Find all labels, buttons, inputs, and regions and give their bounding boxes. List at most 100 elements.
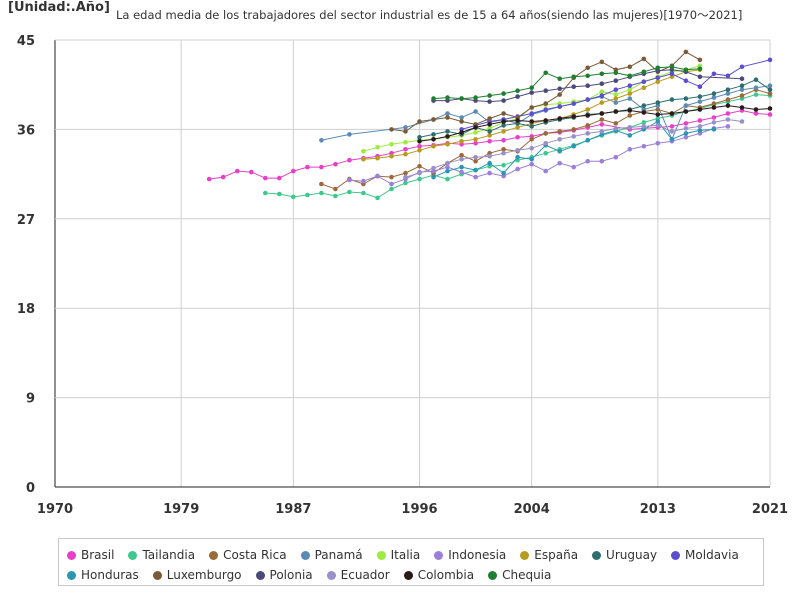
data-point [557,149,562,154]
data-point [347,177,352,183]
data-point [613,109,619,114]
data-point [697,66,703,72]
data-point [319,181,324,187]
y-tick-label: 18 [17,302,35,317]
data-point [571,84,576,89]
data-point [627,133,633,138]
x-tick-label: 1996 [401,502,437,517]
legend-marker [152,570,162,580]
data-point [655,119,661,124]
data-point [431,174,436,180]
data-point [473,125,478,130]
data-point [361,149,366,154]
data-point [389,174,394,180]
data-point [697,74,703,80]
data-point [319,190,324,196]
data-point [389,127,394,132]
data-point [529,146,534,151]
data-point [655,75,661,80]
data-point [501,98,506,103]
data-point [627,108,633,113]
data-point [487,99,492,104]
data-point [543,101,548,106]
data-point [431,117,436,122]
data-point [557,104,562,109]
legend-label: Polonia [269,568,313,582]
data-point [347,132,352,137]
y-tick-label: 36 [17,123,35,138]
data-point [459,130,464,135]
data-point [220,174,226,180]
data-point [669,71,675,77]
data-point [613,96,619,101]
data-point [305,192,310,198]
data-point [627,96,633,101]
data-point [585,131,590,136]
x-tick-label: 1987 [275,502,311,517]
data-point [725,103,731,108]
data-point [431,144,436,149]
data-point [641,144,647,149]
legend-item: Luxemburgo [152,565,242,585]
data-point [417,176,422,182]
legend-label: Uruguay [606,548,658,562]
data-point [599,89,605,94]
data-point [655,65,661,71]
data-point [501,170,506,176]
data-point [403,147,408,152]
data-point [711,91,717,96]
data-point [683,121,689,126]
data-point [487,122,492,127]
data-point [487,153,492,159]
legend-marker [376,550,386,560]
data-point [627,73,633,79]
data-point [683,49,689,55]
data-point [753,107,759,112]
data-point [711,105,717,110]
data-point [599,111,605,116]
data-point [683,78,689,83]
grid [54,39,771,488]
data-point [543,70,548,76]
series-line [461,59,771,130]
data-point [515,118,520,123]
data-point [739,93,745,98]
data-point [543,141,548,146]
legend: Brasil Tailandia Costa Rica Panamá Italia Ind… [58,538,764,586]
series-14 [431,64,703,101]
data-point [613,121,619,126]
data-point [459,152,464,158]
data-point [501,138,506,143]
data-point [739,83,745,88]
data-point [487,133,492,138]
x-tick-label: 2004 [514,502,550,517]
axes: 1970 1979 1987 1996 2004 2013 2021 0 9 18 27 36 45 [17,34,788,517]
legend-label: Ecuador [340,568,390,582]
x-tick-label: 1970 [37,502,73,517]
data-point [767,91,773,96]
data-point [515,94,520,99]
data-point [641,124,647,129]
data-point [459,115,464,120]
data-point [739,105,745,110]
x-tick-label: 2013 [640,502,676,517]
data-point [697,94,703,99]
data-point [627,83,633,88]
data-point [375,145,380,150]
data-point [725,124,731,129]
data-point [501,119,506,124]
data-point [627,91,633,96]
legend-marker [67,550,76,560]
data-point [403,125,408,130]
data-point [445,164,450,170]
data-point [655,123,661,128]
data-point [557,129,562,134]
data-point [459,169,464,175]
legend-item: Tailandia [128,545,195,565]
data-point [431,165,436,171]
data-point [683,126,689,131]
data-point [753,77,759,82]
data-point [375,155,380,161]
data-point [627,113,633,118]
